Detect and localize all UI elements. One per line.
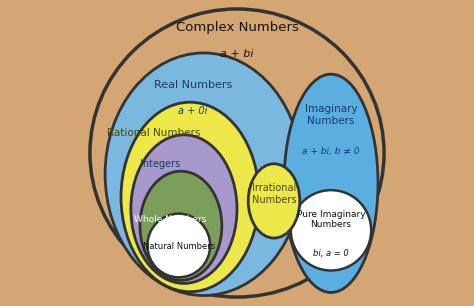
Ellipse shape bbox=[291, 190, 371, 271]
Ellipse shape bbox=[140, 171, 222, 280]
Ellipse shape bbox=[105, 53, 302, 296]
Text: Irrational
Numbers: Irrational Numbers bbox=[252, 183, 296, 205]
Text: Integers: Integers bbox=[139, 159, 180, 169]
Ellipse shape bbox=[248, 164, 300, 238]
Ellipse shape bbox=[284, 74, 378, 293]
Text: Natural Numbers: Natural Numbers bbox=[143, 242, 215, 252]
Ellipse shape bbox=[131, 135, 237, 283]
Text: Pure Imaginary
Numbers: Pure Imaginary Numbers bbox=[297, 210, 365, 230]
Text: Whole Numbers: Whole Numbers bbox=[134, 215, 206, 224]
Text: Real Numbers: Real Numbers bbox=[154, 80, 232, 90]
Ellipse shape bbox=[90, 9, 384, 297]
Text: Complex Numbers: Complex Numbers bbox=[175, 21, 299, 34]
Text: Imaginary
Numbers: Imaginary Numbers bbox=[305, 104, 357, 126]
Text: a + bi, b ≠ 0: a + bi, b ≠ 0 bbox=[302, 147, 360, 156]
Text: Rational Numbers: Rational Numbers bbox=[107, 128, 201, 138]
Text: a + bi: a + bi bbox=[220, 50, 254, 59]
Ellipse shape bbox=[147, 214, 210, 277]
Text: a + 0i: a + 0i bbox=[178, 106, 208, 116]
Text: bi, a = 0: bi, a = 0 bbox=[313, 248, 349, 258]
Ellipse shape bbox=[121, 102, 259, 292]
